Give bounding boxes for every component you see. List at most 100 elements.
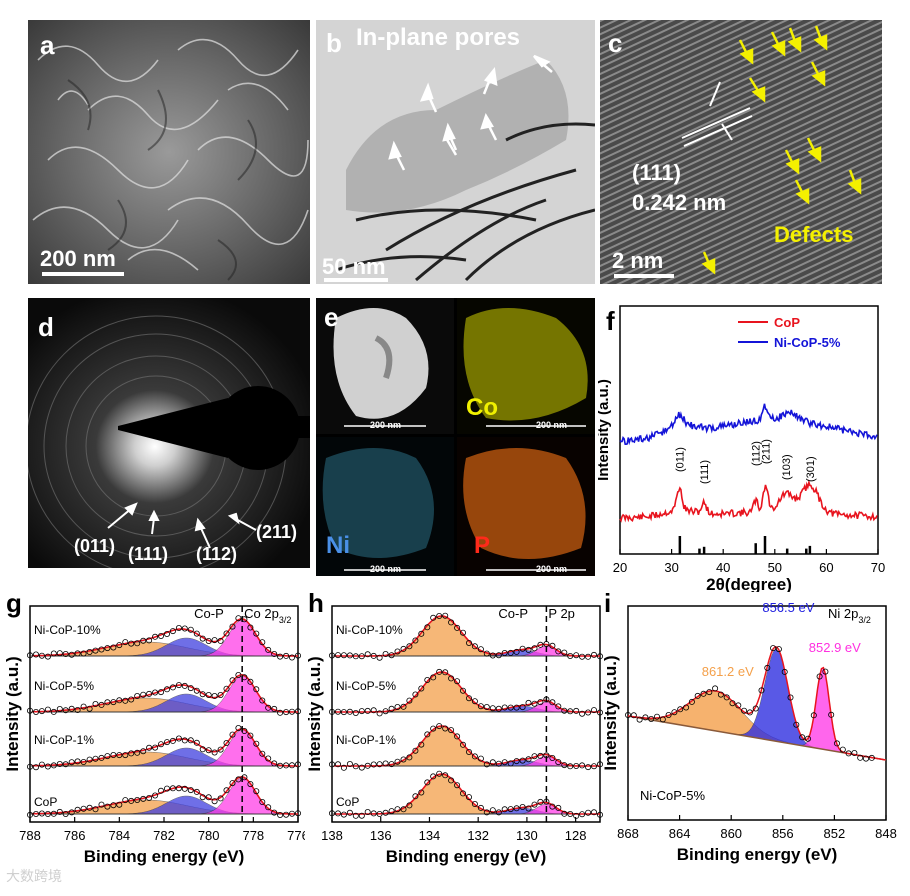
data-point <box>294 761 301 768</box>
panel-h-p2p-xps: 138 136 134 132 130 128 Binding energy (eV) Int… <box>302 586 607 876</box>
data-point <box>388 808 395 815</box>
data-point <box>229 780 236 787</box>
fit-envelope <box>627 645 886 761</box>
data-point <box>253 686 260 693</box>
data-point <box>537 641 544 648</box>
data-point <box>140 748 147 755</box>
data-point <box>851 749 858 756</box>
data-point <box>531 753 538 760</box>
data-point <box>483 761 490 768</box>
data-point <box>44 706 51 713</box>
data-point <box>288 762 295 769</box>
x-tick-label: 852 <box>824 826 846 841</box>
x-tick-label: 20 <box>613 560 627 575</box>
data-point <box>555 703 562 710</box>
data-point <box>104 803 111 810</box>
x-tick-label: 60 <box>819 560 833 575</box>
data-point <box>152 744 159 751</box>
data-point <box>217 637 224 644</box>
data-point <box>116 801 123 808</box>
data-point <box>277 811 284 818</box>
fit-envelope <box>334 725 600 767</box>
data-point <box>283 652 290 659</box>
saed-pattern <box>28 298 310 568</box>
data-point <box>175 785 182 792</box>
data-point <box>104 645 111 652</box>
data-point <box>624 712 631 719</box>
data-point <box>596 709 603 716</box>
data-point <box>764 664 771 671</box>
data-point <box>868 754 875 761</box>
data-point <box>259 639 266 646</box>
data-point <box>328 708 335 715</box>
x-tick-label: 860 <box>720 826 742 841</box>
data-point <box>579 710 586 717</box>
data-point <box>845 750 852 757</box>
data-point <box>193 788 200 795</box>
data-point <box>465 640 472 647</box>
data-point <box>665 712 672 719</box>
data-point <box>235 776 242 783</box>
data-point <box>181 682 188 689</box>
data-point <box>400 756 407 763</box>
data-point <box>199 635 206 642</box>
data-point <box>454 624 461 631</box>
data-point <box>816 673 823 680</box>
data-point <box>448 777 455 784</box>
data-point <box>394 648 401 655</box>
data-point <box>364 707 371 714</box>
d-spacing-label: 0.242 nm <box>632 190 727 215</box>
data-point <box>454 733 461 740</box>
data-point <box>223 787 230 794</box>
data-point <box>376 654 383 661</box>
data-point <box>477 804 484 811</box>
data-point <box>382 651 389 658</box>
data-point <box>804 735 811 742</box>
data-point <box>412 747 419 754</box>
data-point <box>406 802 413 809</box>
data-point <box>110 751 117 758</box>
data-point <box>205 692 212 699</box>
data-point <box>288 708 295 715</box>
data-point <box>382 760 389 767</box>
data-point <box>211 693 218 700</box>
x-tick-label: 782 <box>153 828 175 843</box>
region-label-subscript: 3/2 <box>858 615 871 625</box>
panel-label-d: d <box>38 312 54 342</box>
data-point <box>596 811 603 818</box>
peak-label: (011) <box>674 447 686 472</box>
data-point <box>495 705 502 712</box>
data-point <box>181 737 188 744</box>
data-point <box>157 633 164 640</box>
panel-label-a: a <box>40 30 55 60</box>
data-point <box>677 706 684 713</box>
data-point <box>531 700 538 707</box>
data-point <box>596 653 603 660</box>
data-point <box>193 687 200 694</box>
data-point <box>74 707 81 714</box>
data-point <box>288 810 295 817</box>
x-axis-label: Binding energy (eV) <box>386 847 547 866</box>
series-label: Ni-CoP-5% <box>34 679 94 693</box>
data-point <box>271 760 278 767</box>
data-point <box>436 612 443 619</box>
data-point <box>424 779 431 786</box>
data-point <box>436 723 443 730</box>
p2p-chart-svg: 138 136 134 132 130 128 Binding energy (eV) Int… <box>305 605 603 866</box>
data-point <box>573 707 580 714</box>
data-point <box>590 707 597 714</box>
data-point <box>579 811 586 818</box>
co-p-annotation: Co-P <box>194 606 224 621</box>
data-point <box>525 699 532 706</box>
data-point <box>735 702 742 709</box>
data-point <box>346 652 353 659</box>
data-point <box>346 760 353 767</box>
data-point <box>122 639 129 646</box>
data-point <box>74 758 81 765</box>
data-point <box>152 689 159 696</box>
panel-label-h: h <box>308 588 324 618</box>
data-point <box>283 709 290 716</box>
data-point <box>549 803 556 810</box>
data-point <box>294 652 301 659</box>
data-point <box>424 624 431 631</box>
